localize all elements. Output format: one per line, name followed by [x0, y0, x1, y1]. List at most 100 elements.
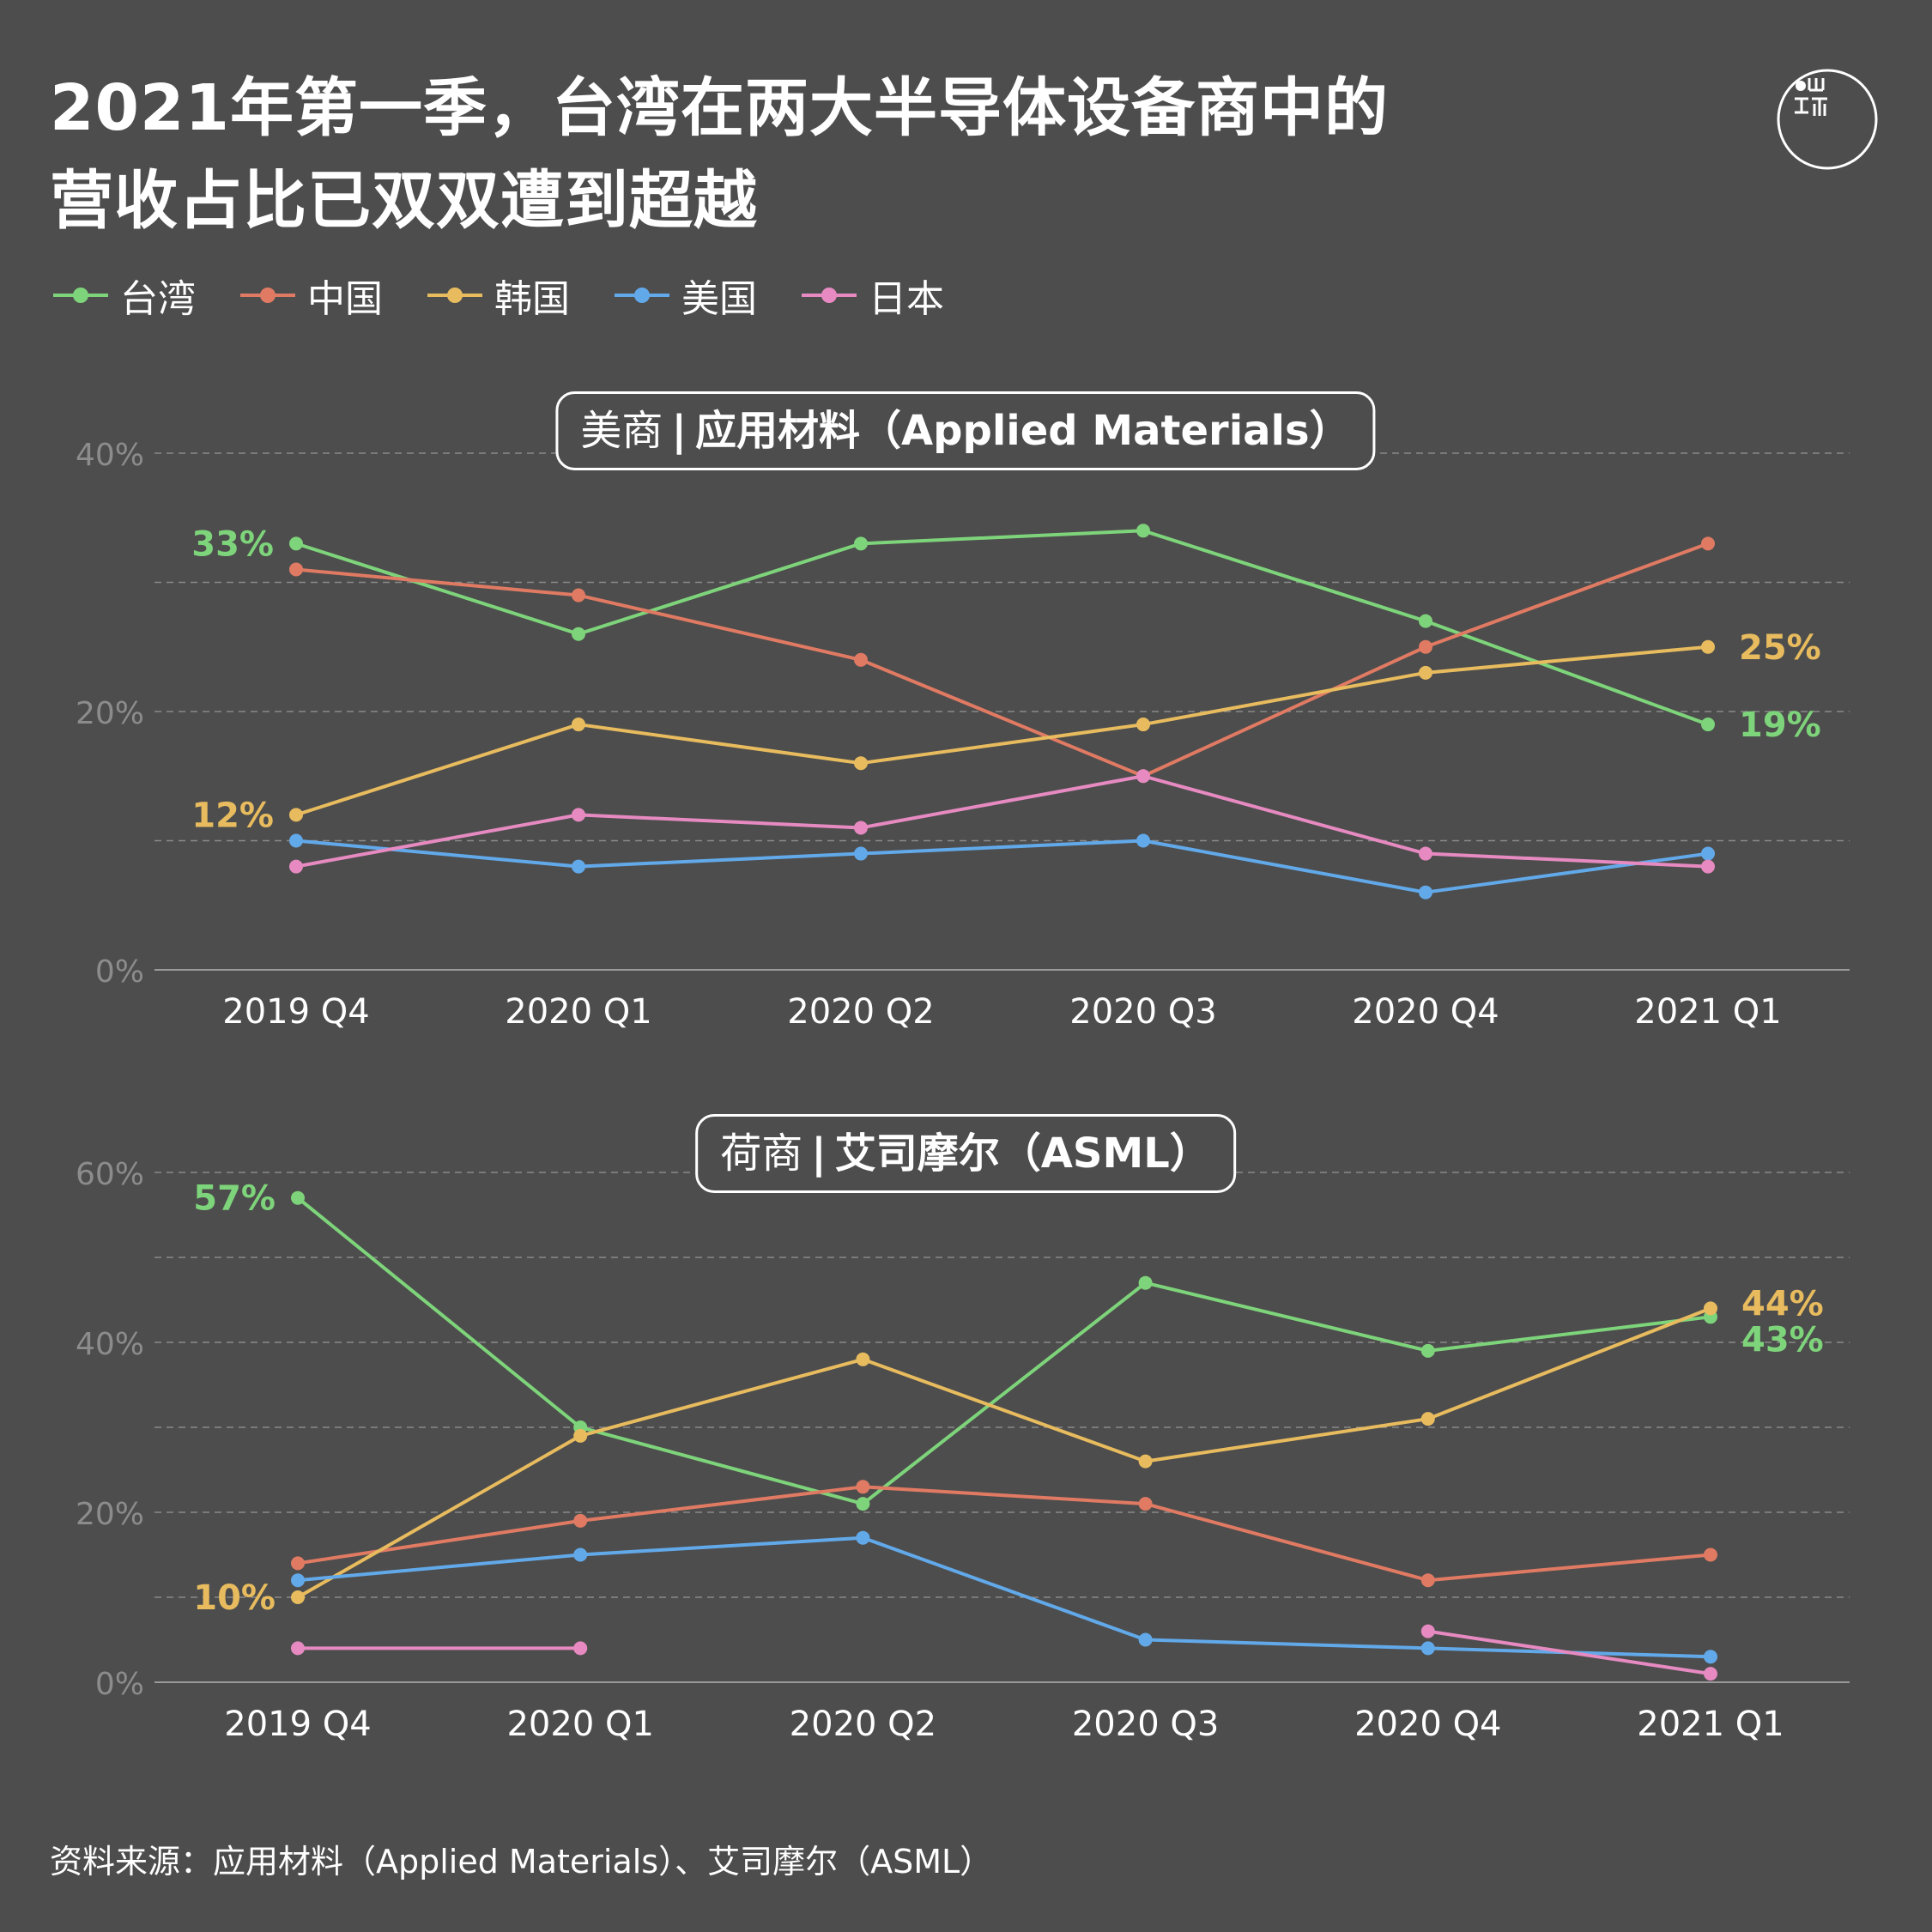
- title-line-1: 2021年第一季，台湾在两大半导体设备商中的: [50, 71, 1389, 145]
- data-label: 12%: [191, 796, 274, 835]
- y-tick-label: 40%: [76, 438, 144, 473]
- legend-label: 美国: [681, 277, 757, 321]
- data-point: [1138, 1497, 1153, 1511]
- data-point: [1420, 1412, 1435, 1426]
- chart-plot-asml: 0% 20% 40% 60% 2019 Q4 2020 Q1 2020 Q2 2020 Q3 2…: [76, 1157, 1850, 1744]
- data-point: [289, 536, 303, 551]
- data-point: [854, 652, 868, 667]
- data-point: [854, 846, 868, 861]
- series-line: [297, 1306, 1711, 1599]
- data-point: [572, 588, 585, 603]
- y-tick-label: 20%: [76, 696, 144, 731]
- series-line: [297, 1485, 1711, 1583]
- data-point: [573, 1428, 588, 1443]
- x-tick-label: 2021 Q1: [1637, 1705, 1784, 1744]
- data-point: [1704, 1301, 1717, 1316]
- panel-separator: |: [811, 1130, 827, 1178]
- x-tick-label: 2020 Q4: [1352, 992, 1499, 1032]
- y-tick-label: 40%: [76, 1327, 144, 1362]
- x-tick-label: 2020 Q1: [506, 1705, 653, 1744]
- data-point: [572, 627, 585, 641]
- legend-label: 中国: [307, 277, 383, 321]
- data-point: [1420, 1573, 1435, 1588]
- data-label: 57%: [193, 1179, 276, 1219]
- data-point: [573, 1513, 588, 1528]
- series-line: [1427, 1629, 1711, 1676]
- data-point: [856, 1352, 870, 1366]
- data-point: [1419, 639, 1432, 654]
- data-point: [1419, 846, 1432, 861]
- x-tick-label: 2019 Q4: [224, 1705, 371, 1744]
- title-line-2: 营收占比已双双遭到超越: [50, 164, 758, 238]
- data-point: [289, 833, 303, 848]
- data-point: [856, 1480, 870, 1494]
- legend-marker-icon: [240, 288, 295, 303]
- chart-title: 2021年第一季，台湾在两大半导体设备商中的 营收占比已双双遭到超越: [50, 62, 1389, 247]
- data-point: [1138, 1454, 1153, 1469]
- legend: 台湾 中国 韩国 美国 日本: [53, 268, 944, 323]
- legend-item-usa: 美国: [615, 268, 757, 323]
- series-line: [295, 774, 1709, 869]
- data-point: [1419, 885, 1432, 899]
- data-point: [1420, 1624, 1435, 1638]
- data-point: [856, 1497, 870, 1511]
- legend-label: 韩国: [494, 277, 570, 321]
- legend-marker-icon: [53, 288, 108, 303]
- legend-item-korea: 韩国: [427, 268, 570, 323]
- data-point: [1138, 1275, 1153, 1290]
- data-point: [1701, 639, 1715, 654]
- data-label: 44%: [1741, 1284, 1824, 1323]
- data-point: [1704, 1650, 1717, 1664]
- data-point: [1136, 833, 1150, 848]
- data-point: [289, 562, 303, 577]
- data-point: [291, 1556, 305, 1571]
- data-point: [1136, 769, 1150, 784]
- data-point: [291, 1190, 305, 1205]
- panel-title: 荷商 | 艾司摩尔（ASML）: [695, 1114, 1236, 1193]
- data-point: [573, 1547, 588, 1562]
- data-point: [572, 718, 585, 732]
- legend-label: 日本: [869, 277, 944, 321]
- data-point: [1136, 524, 1150, 538]
- data-label: 25%: [1739, 628, 1821, 668]
- data-point: [572, 859, 585, 874]
- x-tick-label: 2020 Q2: [790, 1705, 936, 1744]
- y-tick-label: 0%: [95, 1667, 144, 1702]
- data-point: [1704, 1547, 1717, 1562]
- data-point: [1701, 718, 1715, 732]
- data-label: 43%: [1741, 1320, 1824, 1360]
- initium-logo-icon: [1776, 68, 1879, 171]
- data-point: [291, 1641, 305, 1656]
- data-point: [1704, 1667, 1717, 1681]
- data-point: [289, 859, 303, 874]
- data-point: [1420, 1343, 1435, 1358]
- y-tick-label: 20%: [76, 1497, 144, 1532]
- data-point: [854, 756, 868, 771]
- x-tick-label: 2020 Q3: [1072, 1705, 1219, 1744]
- chart-panel-asml: 0% 20% 40% 60% 2019 Q4 2020 Q1 2020 Q2 2020 Q3 2…: [0, 1100, 1932, 1787]
- data-point: [1701, 536, 1715, 551]
- series-line: [296, 1196, 1711, 1506]
- data-point: [572, 808, 585, 822]
- data-point: [1136, 718, 1150, 732]
- data-label: 19%: [1739, 706, 1821, 745]
- panel-company: 应用材料（Applied Materials）: [694, 407, 1351, 455]
- data-point: [854, 821, 868, 835]
- data-point: [1701, 846, 1715, 861]
- data-point: [856, 1530, 870, 1545]
- data-point: [854, 536, 868, 551]
- legend-label: 台湾: [120, 277, 196, 321]
- data-point: [1701, 859, 1715, 874]
- series-line: [295, 542, 1709, 778]
- panel-company: 艾司摩尔（ASML）: [834, 1130, 1211, 1178]
- panel-region: 荷商: [720, 1130, 803, 1178]
- x-tick-label: 2021 Q1: [1634, 992, 1781, 1032]
- series-line: [295, 529, 1709, 726]
- legend-marker-icon: [802, 288, 857, 303]
- series-line: [297, 1535, 1711, 1659]
- chart-plot-applied-materials: 0% 20% 40% 2019 Q4 2020 Q1 2020 Q2 2020 Q3 2020…: [76, 438, 1850, 1032]
- data-label: 10%: [193, 1578, 276, 1618]
- legend-marker-icon: [427, 288, 482, 303]
- data-label: 33%: [191, 524, 274, 564]
- legend-item-japan: 日本: [802, 268, 944, 323]
